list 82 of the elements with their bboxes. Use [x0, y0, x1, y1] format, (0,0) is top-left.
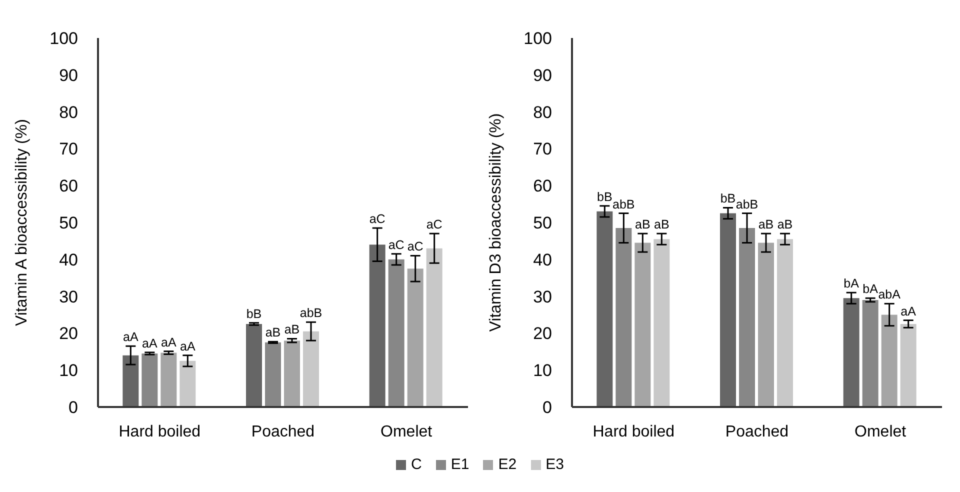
bar	[284, 340, 300, 407]
bar	[180, 360, 196, 407]
data-label: abB	[612, 197, 635, 212]
bar	[369, 244, 386, 407]
y-tick-label: 10	[59, 361, 78, 380]
data-label: abB	[736, 197, 758, 212]
data-label: bB	[597, 190, 612, 204]
y-tick-label: 50	[59, 214, 78, 233]
bar	[616, 228, 632, 407]
legend-label: E3	[546, 456, 564, 473]
y-tick-label: 0	[68, 398, 78, 418]
data-label: aB	[758, 218, 774, 232]
x-tick-label: Poached	[251, 423, 315, 440]
data-label: aA	[900, 304, 917, 318]
data-label: aB	[265, 326, 281, 340]
bar	[843, 298, 860, 407]
data-label: aC	[369, 212, 386, 226]
data-label: bA	[862, 282, 879, 296]
bar	[739, 228, 755, 407]
bar	[777, 239, 793, 407]
bar	[160, 352, 177, 407]
legend-label: E2	[498, 456, 517, 473]
data-label: aA	[123, 330, 139, 344]
y-tick-label: 90	[533, 66, 552, 85]
bar	[265, 342, 281, 407]
legend-label: E1	[450, 456, 470, 473]
y-tick-label: 60	[59, 176, 78, 196]
y-axis-title: Vitamin A bioaccessibility (%)	[14, 119, 31, 326]
data-label: aA	[142, 336, 158, 350]
y-tick-label: 90	[59, 66, 78, 85]
legend-label: C	[411, 456, 422, 473]
y-tick-label: 60	[533, 176, 552, 196]
data-label: aB	[654, 218, 670, 232]
bar	[720, 213, 736, 407]
y-tick-label: 20	[533, 324, 552, 344]
data-label: aC	[426, 218, 442, 232]
y-tick-label: 0	[542, 398, 552, 418]
y-tick-label: 100	[50, 29, 78, 48]
x-tick-label: Poached	[725, 423, 789, 440]
bar	[634, 242, 651, 407]
y-tick-label: 80	[533, 102, 552, 122]
data-label: aB	[635, 218, 650, 232]
bar	[303, 331, 319, 407]
y-tick-label: 80	[59, 102, 78, 122]
x-tick-label: Omelet	[854, 423, 907, 440]
data-label: abA	[878, 288, 902, 302]
y-tick-label: 10	[533, 361, 552, 380]
y-tick-label: 30	[59, 287, 78, 306]
data-label: aB	[777, 218, 793, 232]
bar	[881, 314, 898, 407]
y-tick-label: 70	[59, 140, 78, 159]
bar	[596, 211, 613, 407]
bar	[388, 259, 404, 407]
x-tick-label: Hard boiled	[592, 423, 675, 440]
y-tick-label: 100	[524, 29, 552, 48]
bar	[407, 268, 424, 407]
bar	[426, 248, 442, 407]
data-label: aA	[161, 335, 177, 350]
y-axis-title: Vitamin D3 bioaccessibility (%)	[488, 113, 505, 332]
y-tick-label: 40	[533, 250, 552, 270]
y-tick-label: 50	[533, 214, 552, 233]
bar	[246, 324, 262, 407]
bar	[758, 242, 774, 407]
data-label: aC	[388, 238, 404, 252]
x-tick-label: Hard boiled	[118, 423, 201, 440]
data-label: bA	[844, 276, 860, 291]
y-tick-label: 40	[59, 250, 78, 270]
data-label: aC	[407, 240, 424, 254]
data-label: abB	[300, 306, 322, 320]
bar	[142, 353, 158, 407]
data-label: aA	[180, 339, 196, 354]
data-label: aB	[284, 322, 300, 337]
bar	[122, 355, 139, 407]
data-label: bB	[246, 306, 262, 321]
bar	[862, 300, 878, 407]
y-tick-label: 20	[59, 324, 78, 344]
bar	[654, 239, 670, 407]
x-tick-label: Omelet	[380, 423, 433, 440]
bar	[900, 324, 916, 407]
y-tick-label: 30	[533, 287, 552, 306]
y-tick-label: 70	[533, 140, 552, 159]
data-label: bB	[720, 192, 736, 206]
